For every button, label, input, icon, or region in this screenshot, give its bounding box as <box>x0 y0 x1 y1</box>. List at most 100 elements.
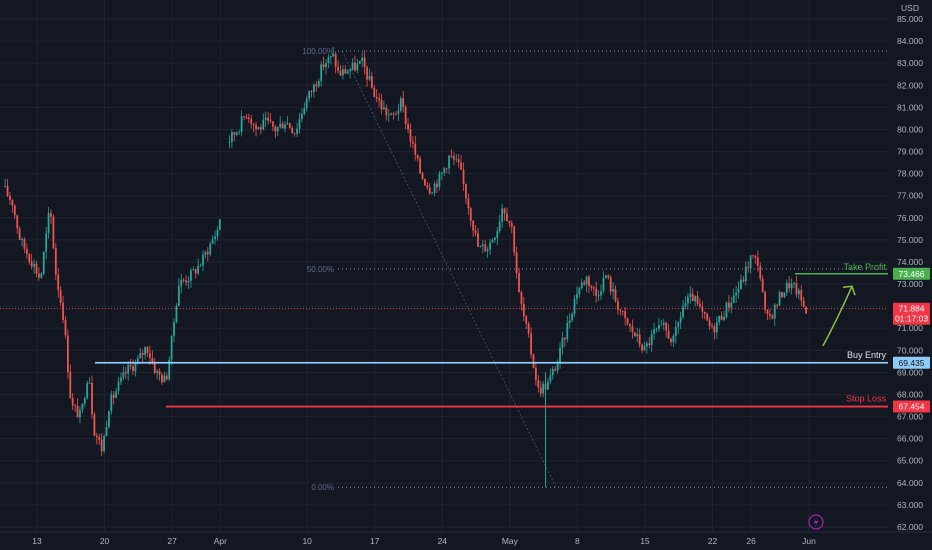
svg-text:69.435: 69.435 <box>899 358 925 368</box>
candle-body <box>486 249 489 252</box>
candle-body <box>269 120 272 122</box>
candle-body <box>308 91 311 99</box>
candle-body <box>11 200 14 206</box>
y-tick-label: 66.000 <box>897 434 923 444</box>
candle-body <box>199 265 202 267</box>
candle-body <box>190 270 192 281</box>
candle-body <box>525 316 528 324</box>
candle-body <box>351 62 354 70</box>
candle-body <box>288 123 291 128</box>
candle-body <box>387 114 390 116</box>
candle-body <box>93 414 96 436</box>
candle-body <box>107 411 110 428</box>
candle-body <box>419 158 422 174</box>
candle-body <box>438 173 441 188</box>
time-axis[interactable]: 13 20 27 Apr 10 17 24 May 8 15 22 26 Jun <box>0 531 932 546</box>
candle-body <box>342 69 344 76</box>
candle-body <box>445 168 448 170</box>
candle-body <box>293 133 296 135</box>
candle-body <box>609 277 612 292</box>
candle-body <box>648 343 651 346</box>
y-tick-label: 74.000 <box>897 257 923 267</box>
candle-body <box>428 187 431 194</box>
candle-body <box>139 353 142 359</box>
candle-body <box>52 216 55 249</box>
candle-body <box>151 358 154 363</box>
candle-body <box>624 311 627 319</box>
candle-body <box>209 243 212 255</box>
candle-body <box>684 303 687 307</box>
fibonacci-retracement: 100.00% 50.00% 0.00% <box>302 47 888 492</box>
candle-body <box>103 435 105 452</box>
candle-body <box>433 183 436 193</box>
candle-body <box>228 142 231 143</box>
candle-body <box>40 273 43 278</box>
candle-body <box>643 346 646 351</box>
candle-body <box>380 100 383 110</box>
candle-body <box>161 374 163 383</box>
candle-body <box>88 382 91 384</box>
candle-body <box>124 372 127 374</box>
candle-body <box>754 256 757 258</box>
candle-body <box>503 208 506 214</box>
candle-body <box>484 244 487 252</box>
candle-body <box>322 64 325 68</box>
candle-body <box>71 397 74 406</box>
candle-body <box>257 127 260 130</box>
candle-body <box>614 289 617 302</box>
y-tick-label: 69.000 <box>897 367 923 377</box>
candle-body <box>117 381 120 392</box>
candle-body <box>547 381 549 390</box>
candle-body <box>501 208 504 222</box>
candle-body <box>740 279 742 289</box>
candle-body <box>604 275 607 279</box>
candle-body <box>397 110 400 114</box>
candle-body <box>35 263 38 274</box>
y-tick-label: 79.000 <box>897 147 923 157</box>
candle-body <box>421 173 424 180</box>
candle-body <box>773 304 776 319</box>
candle-body <box>711 326 713 327</box>
candle-body <box>744 266 747 282</box>
candle-body <box>645 343 648 347</box>
candle-body <box>679 317 682 323</box>
candle-body <box>571 313 573 321</box>
candle-body <box>513 226 516 253</box>
x-tick-label: 24 <box>438 536 448 546</box>
candle-body <box>795 283 798 295</box>
candle-body <box>153 362 156 373</box>
take-profit-label: Take Profit <box>843 262 886 272</box>
candle-body <box>62 302 64 321</box>
candle-body <box>452 156 455 160</box>
candle-body <box>276 127 279 132</box>
candle-body <box>274 126 277 132</box>
candle-body <box>120 377 122 382</box>
candle-body <box>595 288 598 296</box>
y-tick-label: 63.000 <box>897 500 923 510</box>
y-tick-label: 81.000 <box>897 102 923 112</box>
lightning-icon[interactable] <box>808 514 824 530</box>
y-tick-label: 68.000 <box>897 389 923 399</box>
candle-body <box>551 369 554 376</box>
fib-level-label: 0.00% <box>311 483 334 492</box>
fib-level-label: 50.00% <box>307 265 334 274</box>
candle-body <box>363 57 366 68</box>
candle-body <box>23 238 26 249</box>
candle-body <box>231 132 233 143</box>
candle-body <box>112 394 115 398</box>
x-tick-label: May <box>502 536 519 546</box>
candle-body <box>86 382 89 399</box>
candle-body <box>339 70 342 76</box>
candle-body <box>354 62 356 71</box>
candle-body <box>175 305 178 323</box>
candle-body <box>756 257 759 266</box>
candle-body <box>619 309 622 311</box>
candle-body <box>173 322 175 336</box>
candle-body <box>629 324 631 327</box>
candle-body <box>303 107 306 114</box>
candle-body <box>132 366 134 372</box>
candle-body <box>636 334 639 337</box>
candle-body <box>409 129 412 142</box>
price-axis[interactable]: USD 85.000 84.000 83.000 82.000 81.000 80.000… <box>888 0 932 532</box>
